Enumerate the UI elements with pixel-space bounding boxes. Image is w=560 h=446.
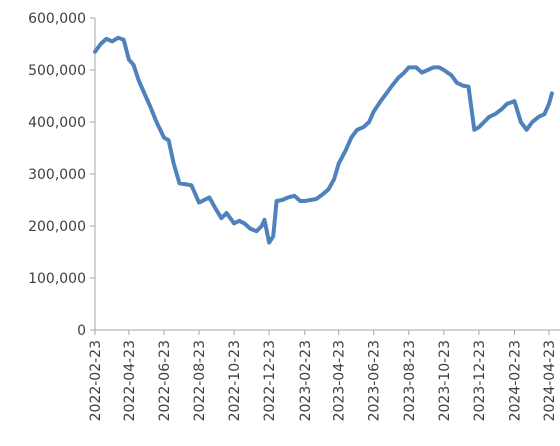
x-tick-label: 2023-08-23 xyxy=(402,340,418,421)
x-tick-label: 2023-06-23 xyxy=(367,340,383,421)
y-tick-label: 200,000 xyxy=(28,219,86,235)
y-tick-label: 300,000 xyxy=(28,167,86,183)
series-line xyxy=(93,35,554,245)
x-tick-label: 2022-08-23 xyxy=(192,340,208,421)
x-tick-label: 2022-06-23 xyxy=(157,340,173,421)
y-tick-label: 600,000 xyxy=(28,11,86,27)
x-tick-label: 2022-02-23 xyxy=(88,340,104,421)
x-tick-label: 2023-02-23 xyxy=(298,340,314,421)
x-tick-label: 2023-10-23 xyxy=(437,340,453,421)
x-tick-label: 2022-10-23 xyxy=(227,340,243,421)
axes xyxy=(94,18,560,331)
y-tick-label: 0 xyxy=(77,323,86,339)
x-tick-label: 2024-04-23 xyxy=(542,340,558,421)
x-tick-label: 2023-12-23 xyxy=(472,340,488,421)
y-tick-label: 100,000 xyxy=(28,271,86,287)
x-axis-ticks: 2022-02-23 2022-04-23 2022-06-23 2022-08-23… xyxy=(88,330,558,421)
y-tick-label: 500,000 xyxy=(28,63,86,79)
x-tick-label: 2022-12-23 xyxy=(262,340,278,421)
series-layer xyxy=(93,35,554,245)
y-tick-label: 400,000 xyxy=(28,115,86,131)
y-axis-ticks: 0 100,000 200,000 300,000 400,000 500,000 600,… xyxy=(28,11,95,339)
x-tick-label: 2022-04-23 xyxy=(122,340,138,421)
x-tick-label: 2024-02-23 xyxy=(508,340,524,421)
x-tick-label: 2023-04-23 xyxy=(332,340,348,421)
